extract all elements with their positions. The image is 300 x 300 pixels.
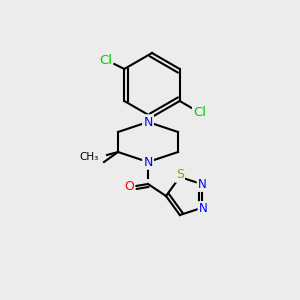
Text: S: S: [176, 169, 184, 182]
Text: N: N: [199, 202, 208, 215]
Text: CH₃: CH₃: [80, 152, 99, 162]
Text: Cl: Cl: [99, 53, 112, 67]
Text: N: N: [198, 178, 207, 191]
Text: Cl: Cl: [193, 106, 206, 118]
Text: N: N: [143, 116, 153, 128]
Text: N: N: [143, 155, 153, 169]
Text: O: O: [124, 179, 134, 193]
